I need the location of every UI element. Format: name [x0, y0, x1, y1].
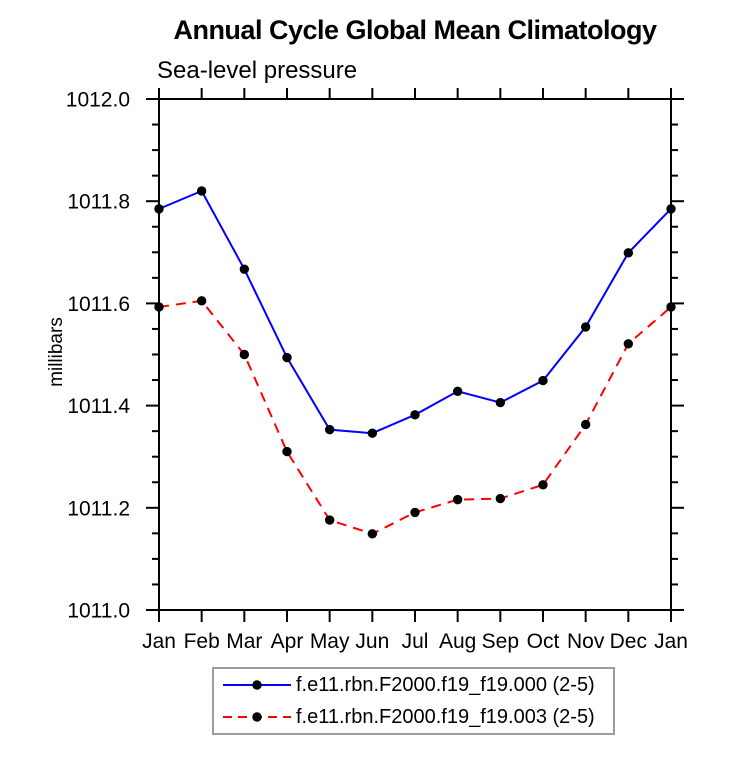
chart-title: Annual Cycle Global Mean Climatology: [173, 15, 657, 45]
axis-box: [158, 98, 672, 611]
x-axis-tick-label: Feb: [184, 630, 220, 653]
data-point-marker: [239, 264, 250, 274]
legend: f.e11.rbn.F2000.f19_f19.000 (2-5) f.e11.…: [212, 667, 615, 735]
legend-sample-marker: [252, 680, 262, 690]
data-point-marker: [367, 428, 378, 438]
data-point-marker: [239, 349, 250, 360]
legend-line-solid-icon: [223, 680, 291, 690]
data-point-marker: [538, 375, 548, 386]
data-point-marker: [666, 204, 676, 214]
x-axis-tick-label: Sep: [482, 630, 519, 653]
legend-item-series-000: f.e11.rbn.F2000.f19_f19.000 (2-5): [214, 669, 613, 701]
data-point-marker: [666, 302, 676, 312]
legend-item-series-003: f.e11.rbn.F2000.f19_f19.003 (2-5): [214, 701, 613, 733]
x-axis-tick-label: Jan: [654, 630, 688, 653]
data-point-marker: [324, 515, 335, 525]
legend-label-series-000: f.e11.rbn.F2000.f19_f19.000 (2-5): [296, 673, 595, 696]
x-axis-tick-label: May: [310, 630, 350, 653]
x-axis-tick-label: Jan: [142, 630, 176, 653]
data-point-marker: [452, 386, 463, 396]
x-axis-tick-label: Oct: [527, 630, 560, 653]
y-axis-tick-label: 1012.0: [66, 89, 130, 112]
x-axis-tick-label: Mar: [226, 630, 262, 653]
x-axis-tick-label: Aug: [439, 630, 476, 653]
data-point-marker: [324, 424, 335, 435]
data-point-marker: [623, 339, 634, 349]
x-axis-tick-label: Apr: [271, 630, 304, 653]
data-point-marker: [580, 419, 591, 430]
y-axis-tick-label: 1011.4: [67, 395, 130, 418]
x-axis-tick-label: Nov: [567, 630, 605, 653]
data-point-marker: [196, 186, 207, 196]
data-point-marker: [410, 507, 420, 518]
data-point-marker: [495, 397, 506, 408]
y-axis-tick-label: 1011.6: [67, 293, 130, 316]
legend-line-dashed-icon: [223, 712, 291, 722]
x-axis-tick-label: Jun: [355, 630, 389, 653]
data-point-marker: [623, 248, 634, 258]
data-point-marker: [367, 529, 378, 539]
data-point-marker: [580, 322, 591, 332]
y-axis-tick-label: 1011.2: [67, 497, 130, 520]
series-line-0: [158, 189, 672, 435]
data-point-marker: [452, 494, 463, 505]
x-axis-tick-label: Dec: [610, 630, 647, 653]
legend-sample-marker: [252, 712, 262, 722]
data-point-marker: [282, 446, 292, 457]
data-point-marker: [154, 302, 164, 312]
data-point-marker: [410, 410, 420, 420]
y-axis-tick-label: 1011.0: [67, 600, 130, 623]
x-axis-tick-label: Jul: [402, 630, 429, 653]
data-point-marker: [154, 204, 164, 214]
legend-label-series-003: f.e11.rbn.F2000.f19_f19.003 (2-5): [296, 705, 595, 728]
chart-subtitle: Sea-level pressure: [157, 57, 358, 84]
data-point-marker: [196, 296, 207, 306]
data-point-marker: [538, 480, 548, 490]
data-point-marker: [495, 493, 506, 504]
data-point-marker: [282, 352, 292, 363]
y-axis-tick-label: 1011.8: [67, 191, 130, 214]
